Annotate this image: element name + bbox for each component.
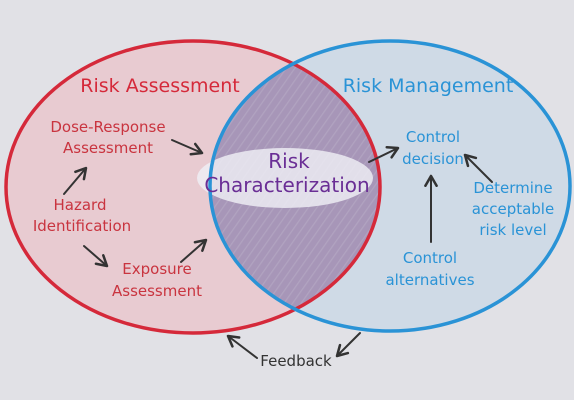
- arrow-characterization-to-control-decision: [368, 145, 400, 163]
- feedback-label: Feedback: [260, 352, 332, 370]
- dose-response-label-line1: Dose-Response: [50, 118, 165, 136]
- risk-characterization-label-line1: Risk: [268, 149, 310, 173]
- exposure-label-line1: Exposure: [122, 260, 191, 278]
- control-alternatives-label-line2: alternatives: [385, 271, 474, 289]
- arrow-dose-response-to-characterization: [171, 139, 204, 156]
- risk-assessment-circle: [4, 39, 382, 335]
- arrow-hazard-to-exposure: [83, 245, 109, 268]
- risk-management-circle: [208, 39, 572, 333]
- control-decision-label-line2: decision: [402, 150, 464, 168]
- control-decision-label-line1: Control: [406, 128, 460, 146]
- acceptable-risk-label-line3: risk level: [479, 221, 546, 239]
- hazard-label-line1: Hazard: [54, 196, 107, 214]
- hazard-label-line2: Identification: [33, 217, 131, 235]
- arrow-hazard-to-dose-response: [63, 166, 88, 195]
- arrow-management-to-feedback: [335, 332, 361, 358]
- arrow-acceptable-risk-to-control-decision: [463, 153, 493, 183]
- dose-response-label-line2: Assessment: [63, 139, 153, 157]
- overlap-region: [210, 41, 380, 331]
- overlap-label-highlight: [197, 148, 373, 208]
- risk-assessment-title: Risk Assessment: [80, 75, 239, 97]
- control-alternatives-label-line1: Control: [403, 249, 457, 267]
- risk-characterization-label-line2: Characterization: [204, 173, 369, 197]
- arrow-feedback-to-assessment: [226, 334, 258, 359]
- acceptable-risk-label-line1: Determine: [473, 179, 552, 197]
- arrow-exposure-to-characterization: [180, 238, 208, 263]
- risk-management-title: Risk Management: [343, 75, 514, 97]
- acceptable-risk-label-line2: acceptable: [472, 200, 554, 218]
- exposure-label-line2: Assessment: [112, 282, 202, 300]
